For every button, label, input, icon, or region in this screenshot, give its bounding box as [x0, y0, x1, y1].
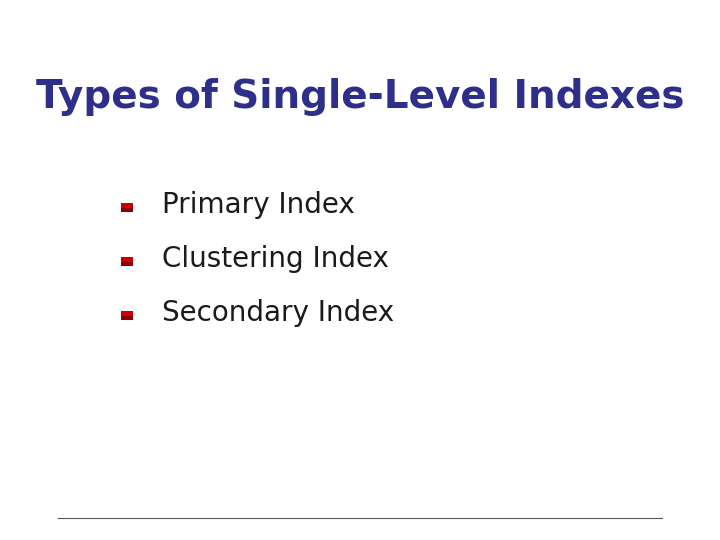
- FancyBboxPatch shape: [122, 207, 132, 212]
- Text: Primary Index: Primary Index: [162, 191, 354, 219]
- FancyBboxPatch shape: [122, 261, 132, 266]
- FancyBboxPatch shape: [122, 202, 132, 207]
- FancyBboxPatch shape: [122, 315, 132, 320]
- FancyBboxPatch shape: [122, 310, 132, 315]
- Text: Secondary Index: Secondary Index: [162, 299, 394, 327]
- FancyBboxPatch shape: [122, 256, 132, 261]
- Text: Types of Single-Level Indexes: Types of Single-Level Indexes: [36, 78, 684, 116]
- Text: Clustering Index: Clustering Index: [162, 245, 389, 273]
